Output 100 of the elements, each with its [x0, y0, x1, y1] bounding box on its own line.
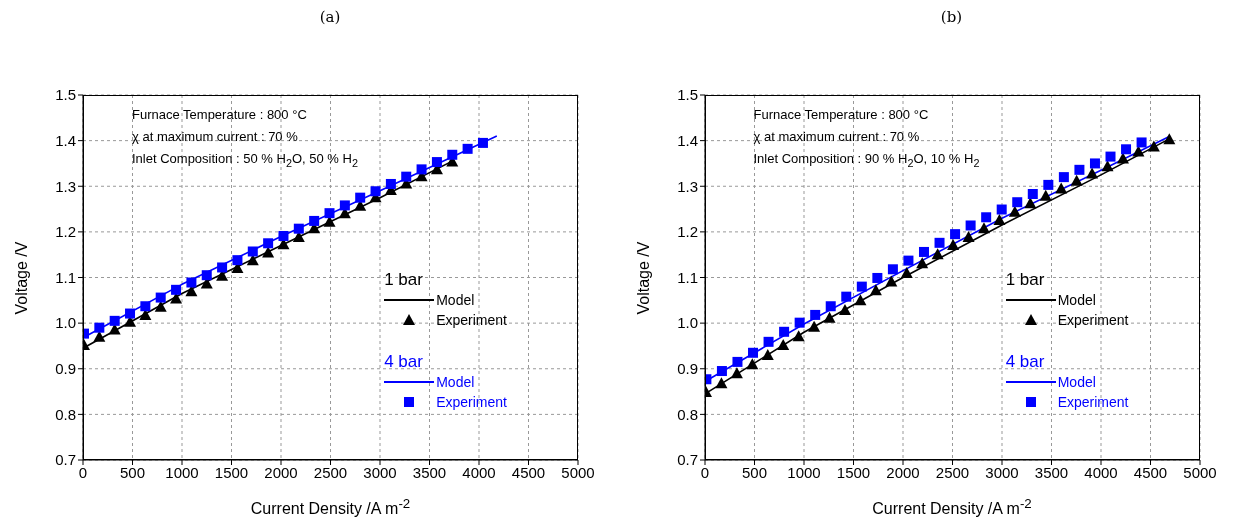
point	[171, 284, 182, 295]
point	[293, 223, 304, 234]
y-tick-label: 0.8	[676, 405, 698, 423]
point	[977, 222, 990, 234]
point	[778, 326, 789, 337]
legend-label: Model	[1057, 374, 1096, 391]
point	[807, 320, 820, 332]
x-axis-title: Current Density /A m$^{-2}$	[250, 496, 411, 518]
x-tick-label: 4500	[1133, 463, 1167, 481]
point	[887, 264, 898, 275]
point	[140, 301, 151, 312]
point	[776, 339, 789, 351]
y-tick-label: 0.7	[676, 451, 698, 469]
x-tick-label: 2500	[313, 463, 348, 481]
point	[825, 301, 836, 312]
point	[1162, 133, 1175, 145]
x-tick-label: 4000	[1083, 463, 1118, 481]
point	[447, 149, 458, 160]
x-tick-label: 4500	[511, 463, 546, 481]
point	[1085, 167, 1098, 179]
point	[716, 366, 727, 377]
point	[385, 178, 396, 189]
point	[884, 275, 897, 287]
point	[1042, 179, 1053, 190]
point	[1058, 172, 1069, 183]
point	[745, 358, 758, 370]
point	[869, 284, 882, 296]
point	[840, 291, 851, 302]
point	[201, 270, 212, 281]
point	[714, 377, 727, 389]
point	[370, 186, 381, 197]
y-tick-label: 1.2	[55, 223, 76, 241]
point	[94, 322, 105, 333]
x-tick-label: 3500	[1034, 463, 1068, 481]
y-axis-title: Voltage /V	[634, 241, 652, 314]
y-tick-label: 1.1	[55, 268, 76, 286]
x-tick-label: 500	[119, 463, 146, 481]
x-axis-title: Current Density /A m$^{-2}$	[872, 496, 1032, 518]
legend-label: Model	[1057, 292, 1096, 309]
point	[949, 229, 960, 240]
legend-label: Experiment	[1057, 312, 1129, 329]
point	[823, 311, 836, 323]
point	[309, 215, 320, 226]
point	[1054, 182, 1067, 194]
point	[747, 347, 758, 358]
point	[1147, 140, 1160, 152]
point	[763, 336, 774, 347]
y-tick-label: 0.8	[55, 405, 76, 423]
point	[278, 230, 289, 241]
x-tick-label: 0	[78, 463, 88, 481]
annotation: Inlet Composition : 50 % H$_{2}$O, 50 % H$_{2}$	[132, 151, 358, 169]
point	[730, 367, 743, 379]
y-tick-label: 1.2	[676, 223, 698, 241]
point	[1070, 174, 1083, 186]
point	[856, 281, 867, 292]
point	[416, 164, 427, 175]
point	[355, 192, 366, 203]
annotation: Inlet Composition : 90 % H$_{2}$O, 10 % H$_{2}$	[753, 151, 980, 169]
x-tick-label: 0	[700, 463, 709, 481]
point	[1027, 189, 1038, 200]
x-tick-label: 1500	[836, 463, 870, 481]
x-tick-label: 4000	[462, 463, 496, 481]
point	[324, 208, 335, 219]
x-tick-label: 1000	[165, 463, 199, 481]
annotation: χ at maximum current : 70 %	[132, 129, 298, 144]
point	[853, 294, 866, 306]
point	[794, 317, 805, 328]
point	[1073, 164, 1084, 175]
point	[1136, 137, 1147, 148]
chart-title: (a)	[319, 8, 341, 26]
x-tick-label: 3500	[412, 463, 447, 481]
point	[918, 246, 929, 257]
point	[339, 200, 350, 211]
point	[155, 292, 166, 303]
point	[980, 212, 991, 223]
point	[838, 303, 851, 315]
point	[761, 349, 774, 361]
x-tick-label: 2000	[264, 463, 298, 481]
point	[809, 309, 820, 320]
y-tick-label: 0.9	[676, 360, 698, 378]
point	[477, 137, 488, 148]
annotation: χ at maximum current : 70 %	[753, 129, 920, 144]
point	[996, 204, 1007, 215]
y-tick-label: 0.9	[55, 360, 76, 378]
point	[1089, 158, 1100, 169]
x-tick-label: 3000	[363, 463, 397, 481]
y-tick-label: 1.0	[55, 314, 76, 332]
x-tick-label: 5000	[1182, 463, 1217, 481]
y-tick-label: 1.5	[676, 86, 698, 104]
x-tick-label: 1000	[786, 463, 821, 481]
point	[109, 315, 120, 326]
x-tick-label: 2000	[885, 463, 920, 481]
point	[946, 239, 959, 251]
point	[401, 171, 412, 182]
annotation: 4 bar	[1005, 352, 1045, 372]
point	[992, 214, 1005, 226]
annotation: 1 bar	[384, 270, 423, 290]
point	[125, 308, 136, 319]
y-tick-label: 1.3	[676, 177, 698, 195]
annotation: Furnace Temperature : 800 °C	[753, 107, 929, 122]
